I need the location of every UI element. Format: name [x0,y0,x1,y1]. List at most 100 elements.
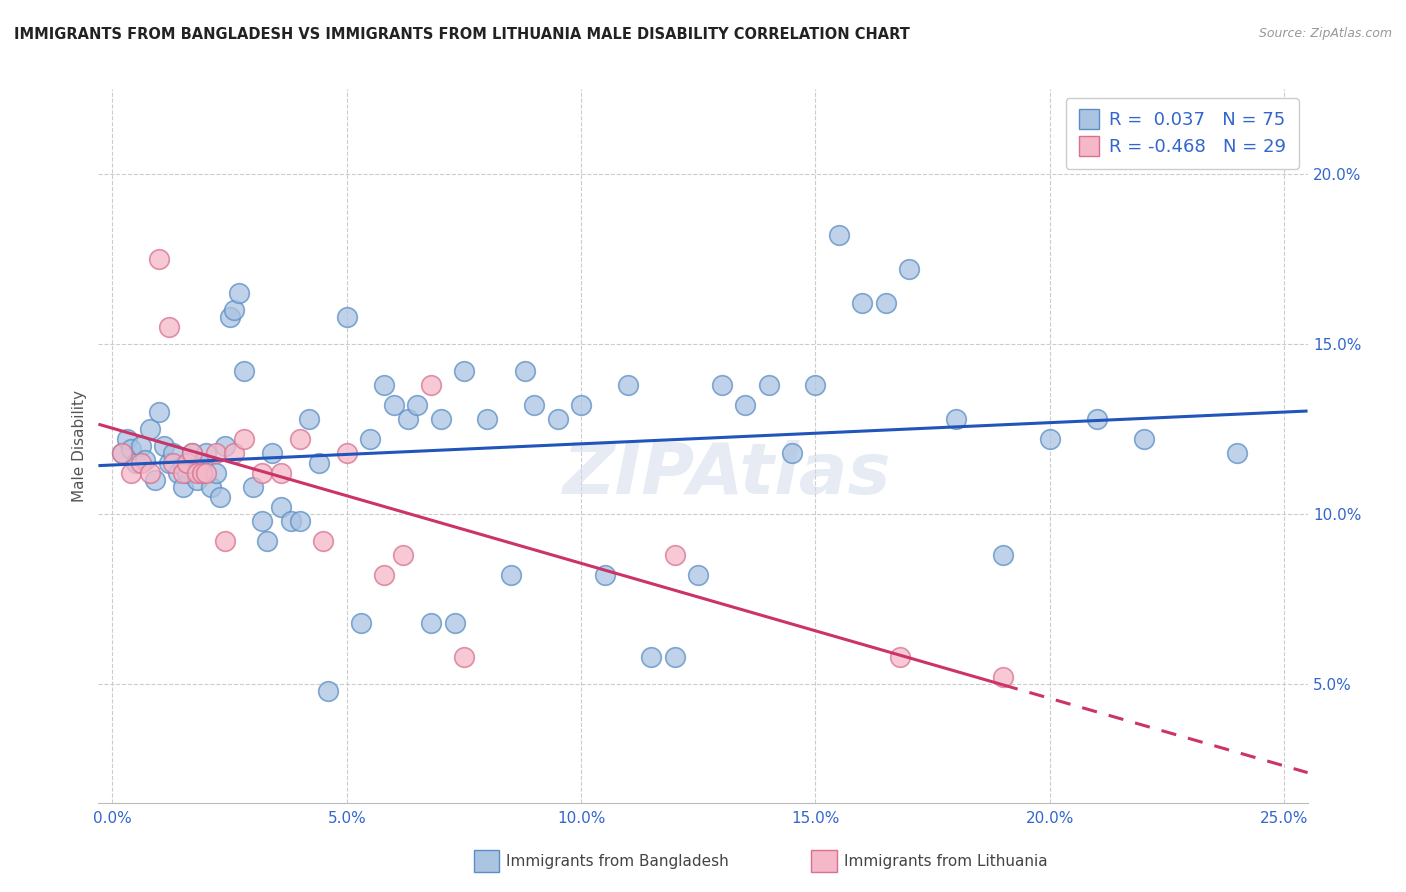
Point [429,412,451,426]
Point [443,615,465,630]
Point [1226,446,1249,460]
Point [176,466,198,480]
Point [115,432,138,446]
Point [209,490,232,504]
Point [111,446,134,460]
Point [991,548,1014,562]
Point [172,466,194,480]
Point [200,480,222,494]
Point [181,446,204,460]
Point [186,466,208,480]
Point [308,456,330,470]
Point [513,364,536,378]
Point [134,452,156,467]
Point [172,459,194,474]
Point [359,432,381,446]
Point [120,442,142,457]
Point [252,466,274,480]
Point [688,568,710,582]
Point [224,303,246,318]
Point [406,398,429,412]
Point [139,466,162,480]
Point [176,456,198,470]
Point [129,439,152,453]
Point [336,310,359,324]
Point [129,456,152,470]
Point [224,446,246,460]
Point [991,670,1014,684]
Point [392,548,415,562]
Text: Source: ZipAtlas.com: Source: ZipAtlas.com [1258,27,1392,40]
Point [190,466,212,480]
Point [396,412,419,426]
Point [523,398,546,412]
Point [195,466,218,480]
Point [288,514,311,528]
Point [270,500,292,515]
Point [1039,432,1062,446]
Point [945,412,967,426]
Point [710,377,733,392]
Point [157,456,180,470]
Legend: R =  0.037   N = 75, R = -0.468   N = 29: R = 0.037 N = 75, R = -0.468 N = 29 [1066,98,1299,169]
Point [270,466,292,480]
Point [382,398,405,412]
Point [139,422,162,436]
Point [111,446,134,460]
Point [252,514,274,528]
Point [232,432,254,446]
Point [758,377,780,392]
Point [167,466,190,480]
Point [851,296,873,310]
Point [316,683,339,698]
Point [228,286,250,301]
Point [157,320,180,334]
Text: ZIPAtlas: ZIPAtlas [562,440,891,509]
Point [336,446,359,460]
Point [780,446,803,460]
Point [1085,412,1108,426]
Point [204,446,226,460]
Point [298,412,321,426]
Point [214,534,236,549]
Point [664,548,686,562]
Point [162,446,184,460]
Point [664,649,686,664]
Text: IMMIGRANTS FROM BANGLADESH VS IMMIGRANTS FROM LITHUANIA MALE DISABILITY CORRELAT: IMMIGRANTS FROM BANGLADESH VS IMMIGRANTS… [14,27,910,42]
Point [617,377,640,392]
Point [569,398,592,412]
Point [420,615,443,630]
Point [190,456,212,470]
Point [499,568,522,582]
Point [1132,432,1154,446]
Point [373,568,395,582]
Point [898,262,921,277]
Point [889,649,911,664]
Y-axis label: Male Disability: Male Disability [72,390,87,502]
Point [218,310,240,324]
Point [172,480,194,494]
Point [350,615,373,630]
Point [547,412,569,426]
Point [120,466,142,480]
Point [153,439,176,453]
Point [242,480,264,494]
Point [214,439,236,453]
Point [828,228,851,243]
Point [162,456,184,470]
Point [420,377,443,392]
Text: Immigrants from Bangladesh: Immigrants from Bangladesh [506,854,728,869]
Point [148,252,170,266]
Point [804,377,827,392]
Point [288,432,311,446]
Point [232,364,254,378]
Point [143,473,166,487]
Point [204,466,226,480]
Point [280,514,302,528]
Point [148,405,170,419]
Point [186,473,208,487]
Point [593,568,616,582]
Point [477,412,499,426]
Text: Immigrants from Lithuania: Immigrants from Lithuania [844,854,1047,869]
Point [312,534,335,549]
